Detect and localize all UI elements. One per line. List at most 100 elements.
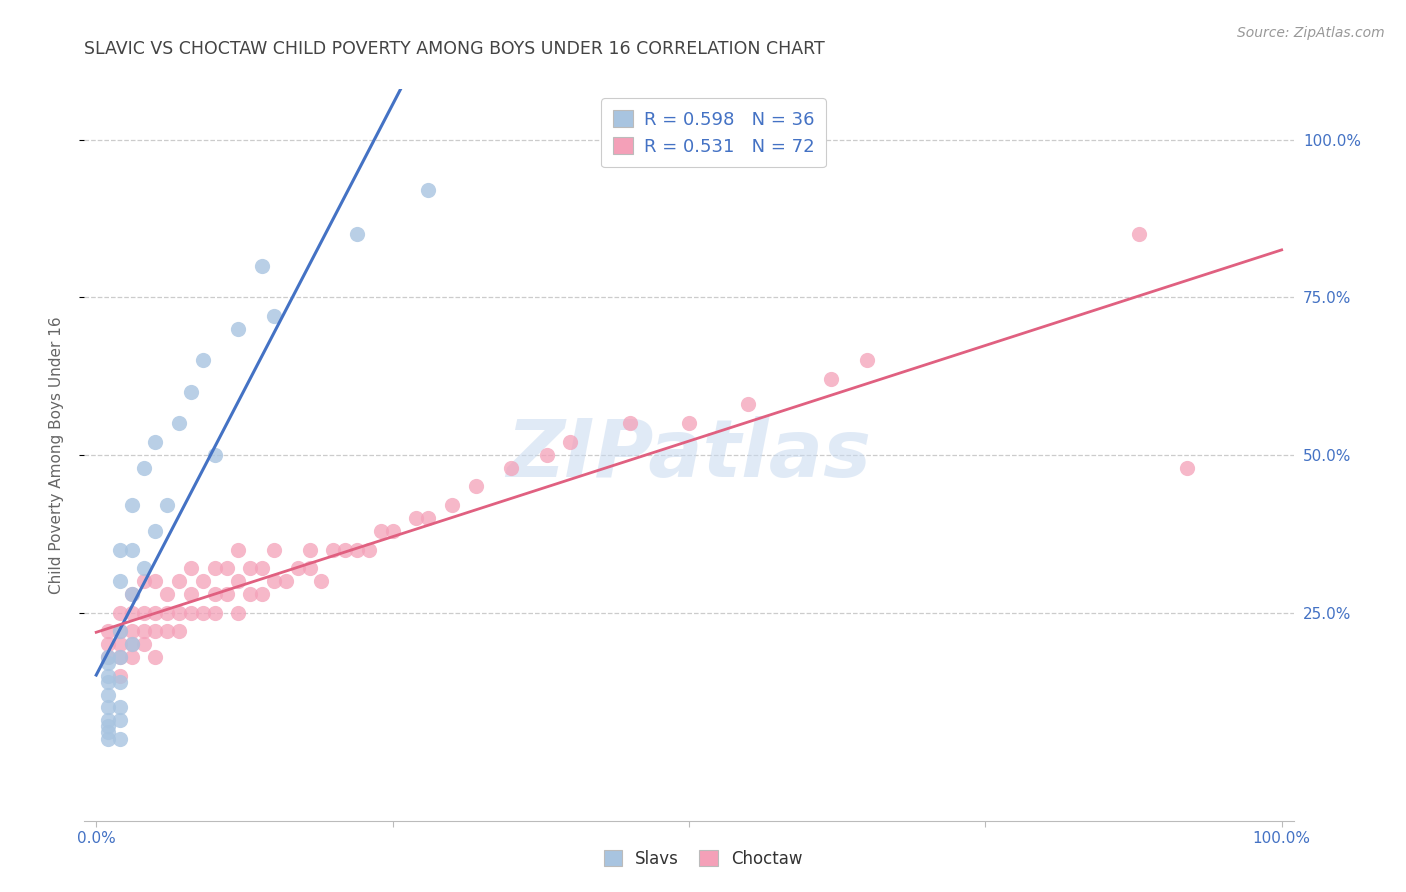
Point <box>132 624 155 639</box>
Point <box>97 688 120 702</box>
Point <box>156 499 179 513</box>
Point <box>121 637 143 651</box>
Text: Source: ZipAtlas.com: Source: ZipAtlas.com <box>1237 26 1385 40</box>
Point <box>250 259 273 273</box>
Point <box>145 624 167 639</box>
Point <box>121 649 143 664</box>
Point <box>418 511 440 525</box>
Point <box>298 542 321 557</box>
Point <box>108 637 131 651</box>
Point <box>228 322 250 336</box>
Point <box>97 713 120 727</box>
Point <box>346 227 368 242</box>
Point <box>121 637 143 651</box>
Point <box>370 524 392 538</box>
Point <box>239 561 262 575</box>
Legend: R = 0.598   N = 36, R = 0.531   N = 72: R = 0.598 N = 36, R = 0.531 N = 72 <box>602 98 827 168</box>
Point <box>108 668 131 682</box>
Point <box>204 448 226 462</box>
Point <box>132 574 155 588</box>
Point <box>440 499 463 513</box>
Point <box>132 460 155 475</box>
Point <box>346 542 368 557</box>
Point <box>228 606 250 620</box>
Point <box>215 587 238 601</box>
Point <box>132 637 155 651</box>
Point <box>121 624 143 639</box>
Point <box>108 674 131 689</box>
Point <box>97 674 120 689</box>
Point <box>108 713 131 727</box>
Point <box>108 731 131 746</box>
Point <box>108 624 131 639</box>
Point <box>381 524 404 538</box>
Point <box>405 511 427 525</box>
Point <box>97 725 120 739</box>
Point <box>121 499 143 513</box>
Legend: Slavs, Choctaw: Slavs, Choctaw <box>598 844 808 875</box>
Point <box>156 606 179 620</box>
Point <box>121 542 143 557</box>
Point <box>121 587 143 601</box>
Point <box>97 719 120 733</box>
Point <box>108 649 131 664</box>
Point <box>239 587 262 601</box>
Point <box>311 574 333 588</box>
Text: ZIPatlas: ZIPatlas <box>506 416 872 494</box>
Point <box>274 574 297 588</box>
Point <box>167 417 190 431</box>
Point <box>204 587 226 601</box>
Point <box>97 656 120 670</box>
Point <box>501 460 523 475</box>
Point <box>145 606 167 620</box>
Point <box>145 574 167 588</box>
Point <box>263 574 285 588</box>
Point <box>204 561 226 575</box>
Point <box>156 587 179 601</box>
Point <box>97 649 120 664</box>
Point <box>418 183 440 197</box>
Point <box>108 542 131 557</box>
Point <box>191 353 214 368</box>
Point <box>180 561 202 575</box>
Point <box>204 606 226 620</box>
Point <box>97 700 120 714</box>
Point <box>145 435 167 450</box>
Point <box>97 731 120 746</box>
Point <box>132 561 155 575</box>
Text: SLAVIC VS CHOCTAW CHILD POVERTY AMONG BOYS UNDER 16 CORRELATION CHART: SLAVIC VS CHOCTAW CHILD POVERTY AMONG BO… <box>84 40 825 58</box>
Point <box>167 574 190 588</box>
Point <box>108 606 131 620</box>
Point <box>737 397 759 411</box>
Point <box>108 700 131 714</box>
Point <box>97 649 120 664</box>
Point <box>97 637 120 651</box>
Point <box>678 417 700 431</box>
Point <box>121 606 143 620</box>
Point <box>108 624 131 639</box>
Point <box>132 606 155 620</box>
Point <box>180 384 202 399</box>
Point <box>263 309 285 323</box>
Point <box>820 372 842 386</box>
Point <box>97 624 120 639</box>
Point <box>167 606 190 620</box>
Point <box>180 587 202 601</box>
Point <box>145 649 167 664</box>
Point <box>250 587 273 601</box>
Point <box>108 574 131 588</box>
Point <box>560 435 582 450</box>
Point <box>180 606 202 620</box>
Point <box>167 624 190 639</box>
Point <box>619 417 641 431</box>
Point <box>357 542 380 557</box>
Point <box>228 542 250 557</box>
Point <box>333 542 356 557</box>
Point <box>108 649 131 664</box>
Point <box>263 542 285 557</box>
Point <box>1175 460 1198 475</box>
Point <box>191 574 214 588</box>
Point <box>298 561 321 575</box>
Point <box>145 524 167 538</box>
Point <box>156 624 179 639</box>
